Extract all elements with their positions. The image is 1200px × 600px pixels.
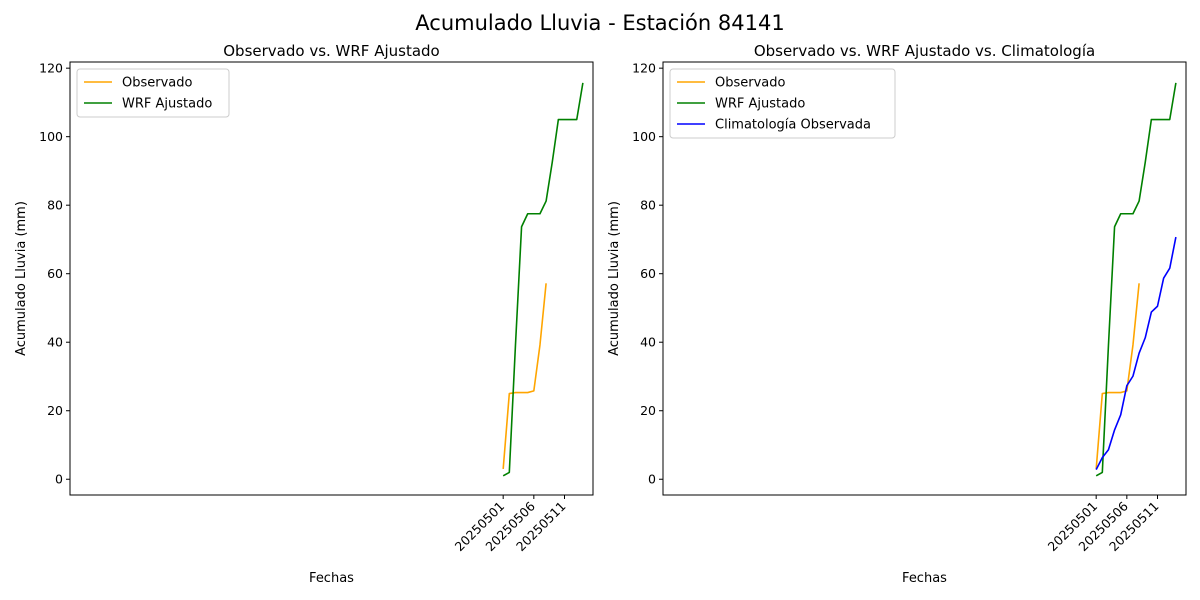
figure-title: Acumulado Lluvia - Estación 84141 xyxy=(415,11,784,35)
legend-label-3: Climatología Observada xyxy=(715,118,871,133)
chart-left: Observado vs. WRF Ajustado 0 20 40 60 80 100 12… xyxy=(14,42,594,586)
y-tick-label: 20 xyxy=(47,403,63,418)
y-tick-label: 20 xyxy=(640,403,656,418)
axes-frame xyxy=(662,61,1187,496)
y-tick-label: 0 xyxy=(648,472,656,487)
y-tick-label: 60 xyxy=(47,266,63,281)
legend-label-1: Observado xyxy=(715,76,786,91)
legend-label-2: WRF Ajustado xyxy=(715,97,805,112)
y-tick-label: 80 xyxy=(640,198,656,213)
legend-label-2: WRF Ajustado xyxy=(122,97,212,112)
series-line-1 xyxy=(1095,283,1140,470)
legend-box xyxy=(76,68,230,118)
subplot-title: Observado vs. WRF Ajustado vs. Climatolo… xyxy=(754,42,1095,60)
y-tick-label: 120 xyxy=(39,61,63,76)
y-tick-label: 80 xyxy=(47,198,63,213)
series-line-2 xyxy=(1095,82,1177,477)
legend-box xyxy=(669,68,896,139)
series-line-1 xyxy=(502,283,547,470)
x-axis-label: Fechas xyxy=(309,571,354,586)
series-line-2 xyxy=(502,82,584,477)
y-tick-label: 40 xyxy=(47,335,63,350)
y-tick-label: 40 xyxy=(640,335,656,350)
legend-label-1: Observado xyxy=(122,76,193,91)
subplot-title: Observado vs. WRF Ajustado xyxy=(223,42,439,60)
series-line-3 xyxy=(1095,236,1177,471)
y-tick-label: 0 xyxy=(55,472,63,487)
y-tick-label: 100 xyxy=(39,129,63,144)
y-tick-label: 100 xyxy=(632,129,656,144)
chart-right: Observado vs. WRF Ajustado vs. Climatolo… xyxy=(607,42,1187,586)
y-axis-label: Acumulado Lluvia (mm) xyxy=(607,201,622,356)
axes-frame xyxy=(69,61,594,496)
x-axis-label: Fechas xyxy=(902,571,947,586)
y-axis-label: Acumulado Lluvia (mm) xyxy=(14,201,29,356)
y-tick-label: 120 xyxy=(632,61,656,76)
y-tick-label: 60 xyxy=(640,266,656,281)
